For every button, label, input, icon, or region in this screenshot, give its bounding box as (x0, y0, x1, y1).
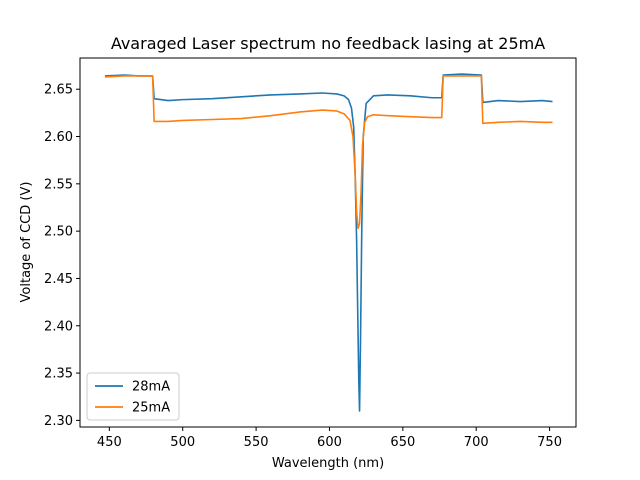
x-tick-label: 750 (537, 435, 562, 450)
x-tick-label: 450 (97, 435, 122, 450)
y-tick-label: 2.40 (44, 319, 73, 334)
series-line-25mA (104, 75, 553, 230)
y-tick-label: 2.30 (44, 414, 73, 429)
x-axis-label: Wavelength (nm) (272, 456, 384, 471)
y-tick-label: 2.65 (44, 83, 73, 98)
y-tick-label: 2.60 (44, 130, 73, 145)
x-tick-label: 500 (170, 435, 195, 450)
plot-area (79, 57, 577, 428)
y-tick-label: 2.50 (44, 225, 73, 240)
series-line-28mA (104, 73, 553, 412)
y-axis-label: Voltage of CCD (V) (19, 182, 34, 303)
x-tick-label: 650 (390, 435, 415, 450)
x-axis-ticks: 450 500 550 600 650 700 750 (97, 427, 562, 450)
y-tick-label: 2.45 (44, 272, 73, 287)
y-tick-label: 2.35 (44, 367, 73, 382)
series-layer (104, 73, 553, 412)
legend-box (86, 372, 180, 421)
y-axis-ticks: 2.30 2.35 2.40 2.45 2.50 2.55 2.60 2.65 (44, 83, 80, 429)
legend-label-28mA: 28mA (132, 380, 170, 395)
x-tick-label: 700 (464, 435, 489, 450)
x-tick-label: 600 (317, 435, 342, 450)
legend: 28mA 25mA (86, 372, 180, 421)
chart-title: Avaraged Laser spectrum no feedback lasi… (111, 34, 545, 53)
y-tick-label: 2.55 (44, 177, 73, 192)
x-tick-label: 550 (244, 435, 269, 450)
legend-label-25mA: 25mA (132, 401, 170, 416)
axes-frame (79, 57, 577, 428)
